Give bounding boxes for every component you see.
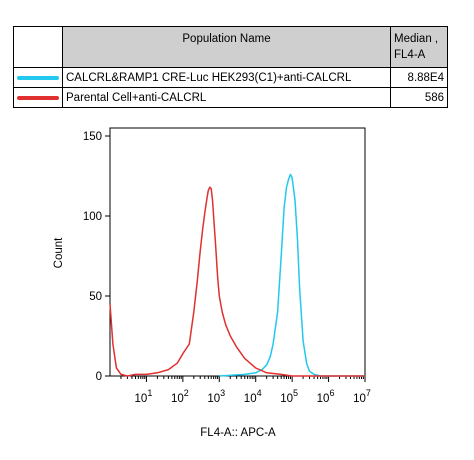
- legend-swatch-red: [17, 95, 59, 100]
- legend-row: Parental Cell+anti-CALCRL 586: [13, 87, 448, 108]
- x-tick-label: 101: [135, 388, 153, 405]
- x-axis-title: FL4-A:: APC-A: [200, 427, 276, 439]
- legend-header-swatch-cell: [13, 26, 63, 68]
- legend-row-name: CALCRL&RAMP1 CRE-Luc HEK293(C1)+anti-CAL…: [62, 67, 391, 88]
- y-tick-label: 0: [96, 371, 102, 383]
- plot-frame: [109, 127, 366, 377]
- x-tick-label: 106: [317, 388, 335, 405]
- legend-swatch-cell: [13, 87, 63, 108]
- y-tick-label: 150: [83, 131, 102, 143]
- legend-table: Population Name Median , FL4-A CALCRL&RA…: [13, 26, 448, 108]
- x-tick-label: 102: [171, 388, 189, 405]
- legend-header-population-name: Population Name: [62, 26, 391, 68]
- y-tick-label: 50: [89, 291, 102, 303]
- legend-row: CALCRL&RAMP1 CRE-Luc HEK293(C1)+anti-CAL…: [13, 67, 448, 88]
- plot-area: 0 50 100 150 101 102 103 104 105 106 107: [83, 127, 371, 405]
- legend-header-median-line2: FL4-A: [394, 49, 426, 61]
- histogram-chart: 0 50 100 150 101 102 103 104 105 106 107 Count FL4…: [53, 127, 371, 439]
- legend-swatch-cyan: [17, 75, 59, 80]
- y-tick-label: 100: [83, 211, 102, 223]
- legend-header-median-line1: Median ,: [394, 33, 439, 45]
- series-line-parental: [109, 186, 365, 377]
- x-tick-label: 107: [353, 388, 371, 405]
- x-tick-label: 105: [280, 388, 298, 405]
- legend-swatch-cell: [13, 67, 63, 88]
- legend-row-median: 586: [390, 87, 448, 108]
- legend-header-median: Median , FL4-A: [390, 26, 448, 68]
- series-line-calcrl-ramp1: [219, 173, 365, 377]
- legend-row-median: 8.88E4: [390, 67, 448, 88]
- y-axis-title: Count: [53, 237, 65, 268]
- x-tick-label: 103: [207, 388, 225, 405]
- x-tick-label: 104: [244, 388, 262, 405]
- legend-row-name: Parental Cell+anti-CALCRL: [62, 87, 391, 108]
